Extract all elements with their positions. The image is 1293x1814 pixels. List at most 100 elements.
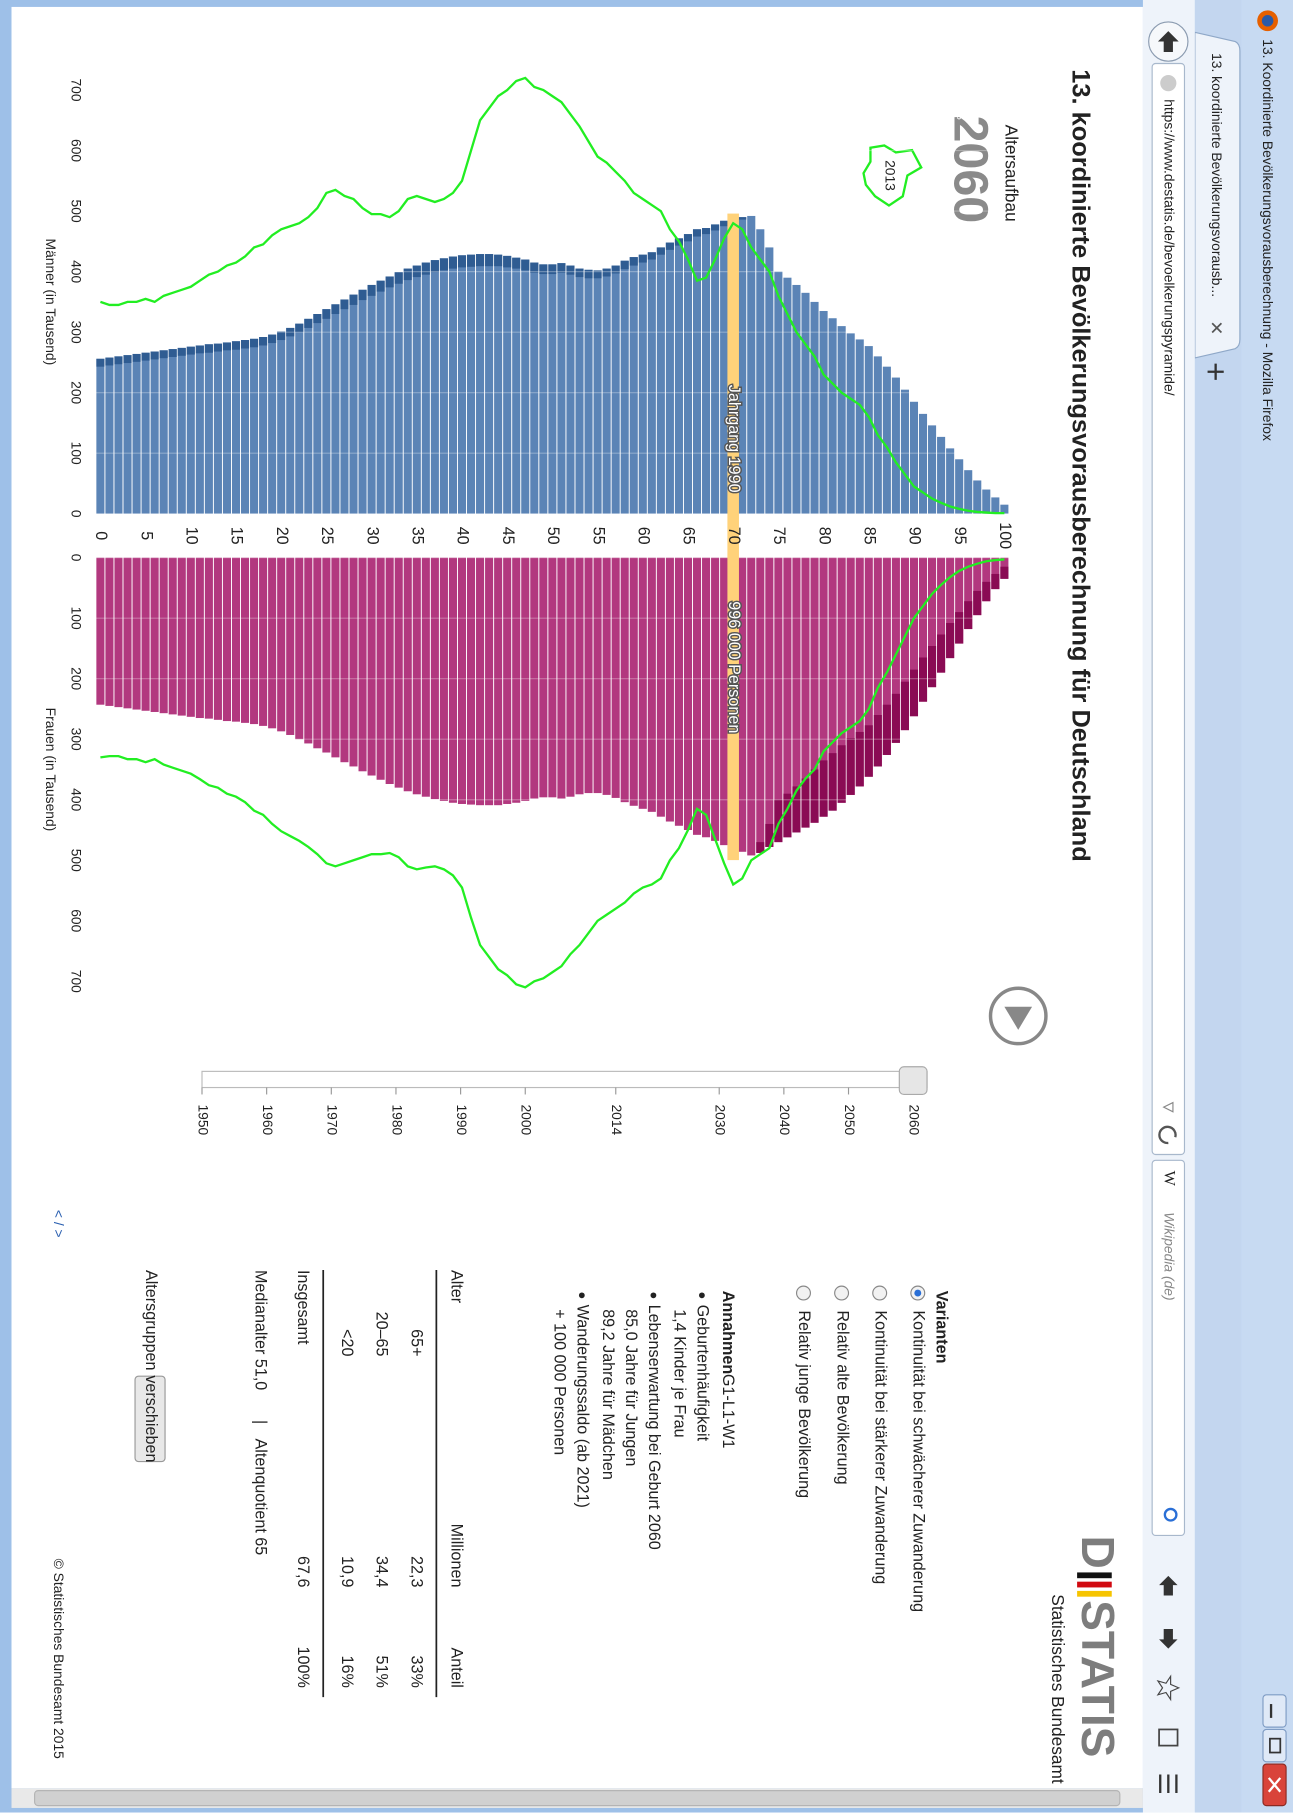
female-bar — [620, 557, 629, 803]
female-bar — [512, 557, 521, 803]
male-bar — [521, 259, 530, 514]
url-field[interactable] — [1151, 62, 1186, 1156]
female-surplus — [1000, 566, 1009, 579]
female-bar — [494, 557, 503, 806]
cohort-label: 2000 — [638, 99, 648, 120]
new-tab[interactable] — [1207, 363, 1224, 380]
age-tick-label: 80 — [815, 527, 833, 545]
male-bar — [358, 289, 367, 514]
male-bar — [195, 345, 204, 514]
male-surplus — [105, 357, 114, 366]
male-bar — [720, 220, 729, 514]
female-bar — [186, 557, 195, 717]
age-tick-label: 50 — [544, 527, 562, 545]
url: https://www.destatis.de/bevoelkerungspyr… — [1162, 99, 1178, 395]
female-bar — [665, 557, 674, 822]
menu-button[interactable] — [1159, 1774, 1178, 1793]
age-tick-label: 75 — [770, 527, 788, 545]
male-surplus — [295, 323, 304, 333]
male-surplus — [602, 268, 611, 277]
age-tick-label: 35 — [409, 527, 427, 545]
search-engine: W — [1161, 1171, 1178, 1187]
chart-subtitle: Altersaufbau — [1002, 125, 1022, 222]
female-bar — [629, 557, 638, 806]
male-bar — [466, 254, 476, 514]
male-surplus — [647, 252, 656, 260]
age-tick-label: 60 — [635, 527, 653, 545]
female-bar — [457, 557, 467, 804]
timeline-handle[interactable] — [898, 1066, 928, 1096]
female-bar — [313, 557, 322, 749]
variant-radio[interactable] — [795, 1285, 811, 1301]
male-bar — [421, 262, 430, 514]
male-tick-label: 0 — [68, 510, 84, 518]
male-surplus — [96, 358, 105, 367]
female-surplus — [846, 737, 855, 795]
chart-year: 2060 — [944, 115, 998, 223]
female-bar — [286, 557, 295, 735]
male-bar — [132, 353, 141, 514]
male-surplus — [177, 347, 186, 356]
minimize-button[interactable] — [1262, 1694, 1287, 1728]
table-header: Alter — [448, 1270, 466, 1304]
female-tick-label: 300 — [68, 728, 84, 751]
female-bar — [647, 557, 656, 812]
male-tick-label: 200 — [68, 381, 84, 404]
male-bar — [304, 318, 313, 514]
bookmarks-button[interactable] — [1158, 1728, 1179, 1747]
female-bar — [204, 557, 213, 719]
male-surplus — [132, 353, 141, 362]
bullet — [699, 1292, 705, 1299]
male-surplus — [123, 355, 132, 364]
scrollbar-thumb[interactable] — [34, 1790, 1121, 1807]
female-surplus — [819, 760, 828, 817]
variant-radio[interactable] — [834, 1285, 850, 1301]
embed-link[interactable]: < / > — [51, 1210, 67, 1238]
cohort-label: 2005 — [593, 99, 603, 120]
female-bar — [132, 557, 141, 710]
maximize-icon — [1269, 1737, 1282, 1754]
url-dropdown[interactable] — [1162, 1101, 1174, 1113]
bookmark-star[interactable] — [1156, 1674, 1181, 1702]
female-bar — [367, 557, 376, 776]
female-bar — [656, 557, 665, 817]
reload-button[interactable] — [1158, 1125, 1177, 1145]
female-bar — [593, 557, 602, 794]
variant-radio[interactable] — [872, 1285, 888, 1301]
male-tick-label: 400 — [68, 260, 84, 283]
cohort-label: 2015 — [503, 99, 513, 120]
search-field[interactable] — [1151, 1159, 1186, 1537]
male-surplus — [430, 260, 439, 273]
male-surplus — [313, 314, 322, 324]
age-tick-label: 15 — [228, 527, 246, 545]
female-surplus — [928, 645, 937, 688]
table-cell: 65+ — [407, 1329, 425, 1356]
female-bar — [720, 557, 729, 846]
female-surplus — [837, 745, 846, 803]
groups-button[interactable] — [134, 1375, 166, 1463]
male-tick-label: 300 — [68, 321, 84, 344]
groups-label: Altersgruppen — [142, 1270, 160, 1371]
tab[interactable] — [1194, 31, 1241, 359]
female-bar — [240, 557, 250, 723]
median-age: Medianalter 51,0 — [251, 1270, 269, 1390]
highlight-band[interactable] — [727, 213, 739, 861]
tab-close[interactable] — [1211, 322, 1223, 334]
female-bar — [837, 557, 846, 803]
male-tick-label: 500 — [68, 200, 84, 223]
female-bar — [873, 557, 882, 767]
female-bar — [819, 557, 828, 817]
male-surplus — [168, 349, 177, 357]
maximize-button[interactable] — [1262, 1728, 1287, 1763]
female-surplus — [909, 669, 919, 717]
search-icon[interactable] — [1163, 1507, 1178, 1522]
male-surplus — [512, 257, 521, 269]
cohort-label: 1975 — [864, 99, 874, 120]
male-surplus — [629, 257, 638, 266]
assumption-title: Lebenserwartung bei Geburt 2060 — [645, 1305, 663, 1550]
logo-bar — [1077, 1590, 1112, 1597]
comparison-icon[interactable] — [862, 144, 923, 207]
groups-button-label: verschieben — [142, 1375, 160, 1462]
female-bar — [466, 557, 476, 805]
timeline-track[interactable] — [201, 1070, 928, 1089]
